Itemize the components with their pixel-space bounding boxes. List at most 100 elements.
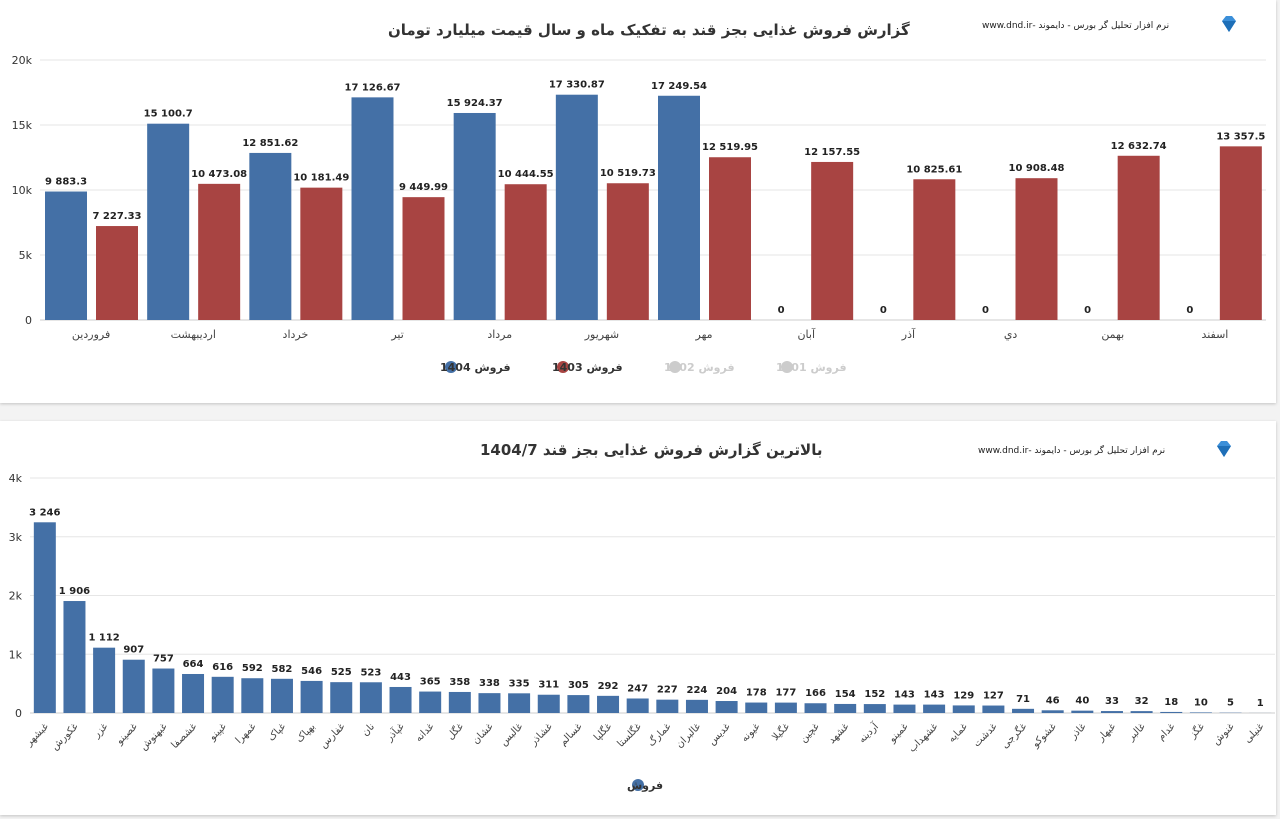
bar	[1220, 146, 1262, 320]
bar	[1160, 712, 1182, 713]
bar	[597, 696, 619, 713]
data-label: 127	[983, 691, 1004, 702]
data-label: 443	[390, 672, 411, 683]
bar	[775, 703, 797, 713]
bar	[709, 157, 751, 320]
data-label: 18	[1164, 697, 1178, 708]
y-tick-label: 0	[15, 707, 22, 720]
data-label: 224	[687, 685, 708, 696]
data-label: 12 632.74	[1111, 141, 1167, 152]
chart-title: گزارش فروش غذایی بجز قند به تفکیک ماه و …	[388, 21, 910, 39]
bar	[147, 124, 189, 320]
bar	[953, 705, 975, 713]
x-tick-label: نان	[360, 721, 377, 738]
x-tick-label: غبهار	[1095, 721, 1118, 744]
x-tick-label: غشوکو	[1030, 721, 1059, 750]
data-label: 365	[420, 677, 441, 688]
data-label: 17 249.54	[651, 81, 707, 92]
data-label: 204	[716, 686, 737, 697]
bar	[716, 701, 738, 713]
data-label: 523	[360, 667, 381, 678]
bar	[1042, 710, 1064, 713]
x-tick-label: غشهد	[827, 721, 852, 746]
data-label: 582	[272, 664, 293, 675]
data-label: 17 126.67	[345, 82, 401, 93]
legend-item[interactable]: فروش 1404	[440, 361, 511, 374]
data-label: 17 330.87	[549, 80, 605, 91]
data-label: 143	[894, 690, 915, 701]
legend-item[interactable]: فروش 1402	[664, 361, 735, 374]
bar	[745, 703, 767, 713]
x-tick-label: غمایه	[946, 721, 969, 744]
data-label: 10	[1194, 697, 1208, 708]
data-label: 143	[924, 690, 945, 701]
bar	[1071, 711, 1093, 713]
data-label: 0	[778, 305, 785, 316]
bar	[93, 648, 115, 713]
data-label: 10 908.48	[1009, 163, 1065, 174]
x-tick-label: غدانه	[413, 721, 436, 744]
x-tick-label: شهریور	[584, 328, 619, 341]
x-tick-label: غاذر	[1068, 721, 1089, 742]
data-label: 907	[123, 645, 144, 656]
monthly-sales-card: گزارش فروش غذایی بجز قند به تفکیک ماه و …	[0, 0, 1276, 403]
bar	[1131, 711, 1153, 713]
x-tick-label: غگل	[444, 721, 465, 742]
data-label: 71	[1016, 694, 1030, 705]
bar	[352, 97, 394, 320]
data-label: 15 100.7	[144, 109, 193, 120]
diamond-logo-icon	[1218, 13, 1240, 35]
bar	[198, 184, 240, 320]
x-tick-label: غالبس	[498, 721, 525, 748]
data-label: 10 825.61	[906, 164, 962, 175]
x-tick-label: آردینه	[855, 719, 881, 745]
x-tick-label: غیونه	[739, 721, 762, 744]
bar	[123, 660, 145, 713]
bar	[567, 695, 589, 713]
bar	[249, 153, 291, 320]
legend-item[interactable]: فروش 1403	[552, 361, 623, 374]
bar	[300, 188, 342, 320]
diamond-logo-icon	[1213, 438, 1235, 460]
data-label: 9 449.99	[399, 182, 448, 193]
data-label: 616	[212, 662, 233, 673]
bar	[182, 674, 204, 713]
data-label: 40	[1075, 696, 1089, 707]
x-tick-label: غنیلی	[1242, 721, 1266, 745]
y-tick-label: 10k	[12, 184, 33, 197]
x-tick-label: بهمن	[1101, 328, 1124, 341]
bar	[390, 687, 412, 713]
legend-item[interactable]: فروش	[627, 779, 663, 792]
data-label: 12 851.62	[242, 138, 298, 149]
data-label: 15 924.37	[447, 98, 503, 109]
brand-text: نرم افزار تحلیل گر بورس - دایموند -www.d…	[978, 446, 1165, 456]
bar	[449, 692, 471, 713]
x-tick-label: غفارس	[318, 721, 347, 750]
bar	[212, 677, 234, 713]
y-tick-label: 4k	[9, 472, 23, 485]
x-tick-label: غکورش	[49, 721, 80, 752]
bar	[923, 705, 945, 713]
bar	[658, 96, 700, 320]
x-tick-label: تیر	[390, 328, 403, 341]
data-label: 247	[627, 683, 648, 694]
x-tick-label: بهپاک	[294, 721, 318, 745]
x-tick-label: غبشهر	[23, 721, 51, 749]
data-label: 664	[183, 659, 204, 670]
x-tick-label: غشصفا	[170, 721, 200, 751]
bar	[271, 679, 293, 713]
data-label: 757	[153, 654, 174, 665]
x-tick-label: مهر	[695, 328, 713, 341]
y-tick-label: 1k	[9, 648, 23, 661]
x-tick-label: اردیبهشت	[171, 328, 216, 341]
legend-item[interactable]: فروش 1401	[776, 361, 847, 374]
bar	[834, 704, 856, 713]
x-tick-label: غدام	[1156, 721, 1178, 743]
data-label: 10 473.08	[191, 169, 247, 180]
x-tick-label: غمارگ	[645, 720, 674, 749]
bar	[864, 704, 886, 713]
x-tick-label: غگیلا	[770, 721, 792, 743]
y-tick-label: 15k	[12, 119, 33, 132]
data-label: 12 519.95	[702, 142, 758, 153]
